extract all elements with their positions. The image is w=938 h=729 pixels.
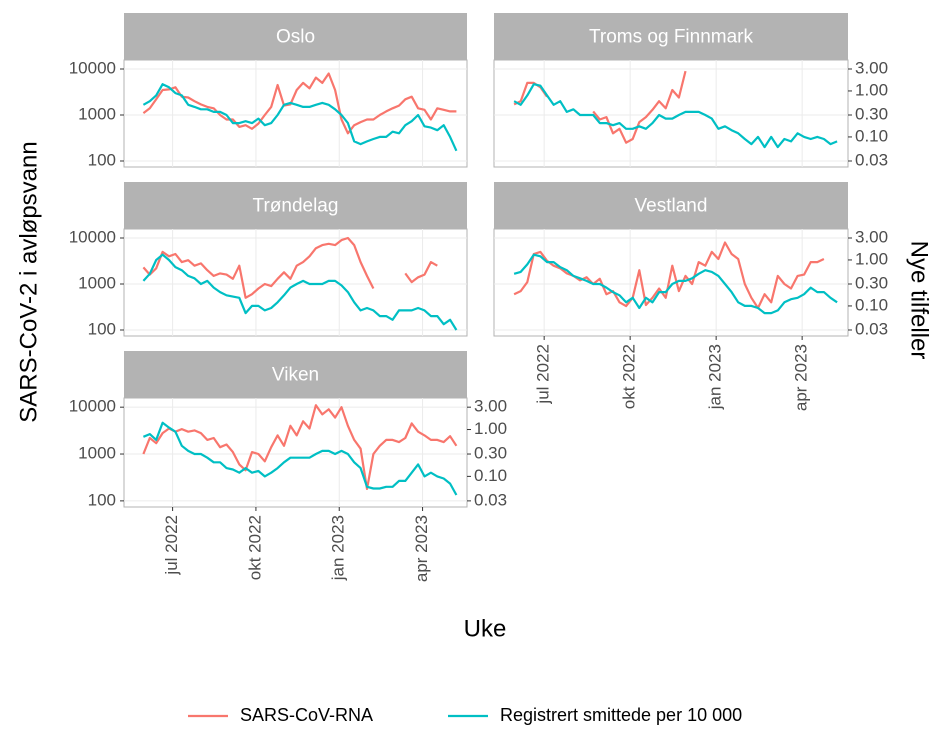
y-tick-label: 1000 <box>78 104 116 123</box>
data-line <box>142 83 458 152</box>
y2-tick-label: 1.00 <box>855 249 888 268</box>
x-tick-label: okt 2022 <box>620 344 639 409</box>
y2-tick-label: 3.00 <box>855 58 888 77</box>
x-tick-label: jul 2022 <box>534 344 553 405</box>
x-axis-title: Uke <box>464 615 507 642</box>
x-tick-label: apr 2023 <box>792 344 811 411</box>
y-axis-title: SARS-CoV-2 i avløpsvann <box>15 141 42 422</box>
data-line <box>142 72 457 135</box>
data-line <box>142 404 458 490</box>
data-line <box>142 253 458 331</box>
y2-tick-label: 0.10 <box>855 295 888 314</box>
strip-title: Trøndelag <box>253 196 339 217</box>
data-line <box>513 241 825 310</box>
y-tick-label: 10000 <box>69 58 116 77</box>
strip <box>124 182 467 229</box>
panel <box>493 59 849 168</box>
y-tick-label: 100 <box>88 150 116 169</box>
panel <box>493 228 849 337</box>
y2-tick-label: 1.00 <box>474 419 507 438</box>
legend-label: Registrert smittede per 10 000 <box>500 705 742 725</box>
y-tick-label: 1000 <box>78 273 116 292</box>
strip-title: Vestland <box>635 196 708 217</box>
y2-tick-label: 3.00 <box>474 397 507 416</box>
legend-label: SARS-CoV-RNA <box>240 705 373 725</box>
x-tick-label: apr 2023 <box>412 515 431 582</box>
y2-axis-title: Nye tilfeller <box>906 241 933 360</box>
y2-tick-label: 0.30 <box>855 273 888 292</box>
y2-tick-label: 0.03 <box>474 490 507 509</box>
data-line <box>142 421 458 496</box>
x-tick-label: jan 2023 <box>329 515 348 581</box>
y2-tick-label: 0.03 <box>855 150 888 169</box>
strip <box>124 13 467 60</box>
y-tick-label: 100 <box>88 319 116 338</box>
y2-tick-label: 3.00 <box>855 227 888 246</box>
y-tick-label: 100 <box>88 490 116 509</box>
panel <box>123 228 468 337</box>
y2-tick-label: 0.03 <box>855 319 888 338</box>
y2-tick-label: 0.30 <box>474 444 507 463</box>
x-tick-label: jul 2022 <box>162 515 181 576</box>
y-tick-label: 1000 <box>78 444 116 463</box>
panel <box>123 397 468 508</box>
strip-title: Viken <box>272 365 319 386</box>
strip <box>494 13 848 60</box>
y-tick-label: 10000 <box>69 227 116 246</box>
panel <box>123 59 468 168</box>
y2-tick-label: 1.00 <box>855 80 888 99</box>
strip <box>124 351 467 398</box>
x-tick-label: okt 2022 <box>245 515 264 580</box>
y2-tick-label: 0.10 <box>474 466 507 485</box>
data-line <box>142 236 438 299</box>
y-tick-label: 10000 <box>69 397 116 416</box>
y2-tick-label: 0.10 <box>855 126 888 145</box>
y2-tick-label: 0.30 <box>855 104 888 123</box>
strip-title: Oslo <box>276 27 315 48</box>
data-line <box>513 253 838 315</box>
data-line <box>513 83 838 149</box>
strip-title: Troms og Finnmark <box>589 27 753 48</box>
strip <box>494 182 848 229</box>
x-tick-label: jan 2023 <box>706 344 725 410</box>
